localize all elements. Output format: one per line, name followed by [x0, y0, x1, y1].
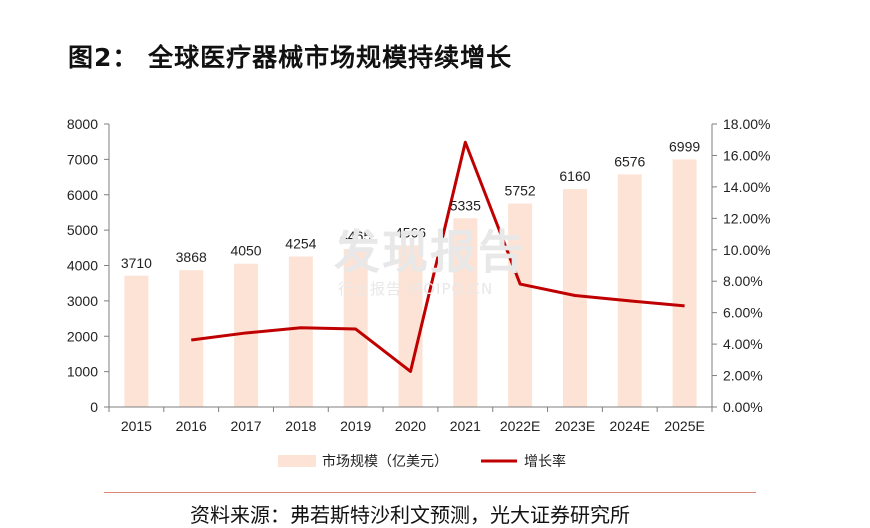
bar-value-label: 3868 [176, 249, 207, 265]
bar [453, 218, 478, 407]
x-tick-label: 2022E [500, 418, 540, 434]
page-title: 图2： 全球医疗器械市场规模持续增长 [68, 43, 513, 72]
source-note: 资料来源：弗若斯特沙利文预测，光大证券研究所 [190, 503, 630, 527]
bar-value-label: 4050 [230, 243, 261, 259]
x-tick-label: 2023E [555, 418, 595, 434]
bar [124, 275, 149, 407]
bar [288, 256, 313, 407]
y-left-tick-label: 5000 [67, 222, 98, 238]
legend-swatch-bar [278, 455, 316, 467]
y-right-tick-label: 12.00% [723, 210, 770, 226]
bar [672, 159, 697, 407]
bar-value-label: 4566 [395, 224, 426, 240]
x-tick-label: 2017 [230, 418, 261, 434]
y-right-tick-label: 18.00% [723, 116, 770, 132]
legend-label-bar: 市场规模（亿美元） [322, 453, 448, 469]
bar-value-label: 4465 [340, 228, 371, 244]
y-left-tick-label: 4000 [67, 258, 98, 274]
x-tick-label: 2025E [664, 418, 704, 434]
bar-value-label: 3710 [121, 255, 152, 271]
y-left-tick-label: 2000 [67, 328, 98, 344]
x-tick-label: 2021 [450, 418, 481, 434]
y-right-tick-label: 4.00% [723, 336, 763, 352]
x-tick-label: 2020 [395, 418, 426, 434]
source-divider [104, 492, 756, 493]
y-right-tick-label: 2.00% [723, 368, 763, 384]
x-tick-label: 2024E [610, 418, 650, 434]
y-left-tick-label: 1000 [67, 364, 98, 380]
x-tick-label: 2016 [176, 418, 207, 434]
x-tick-label: 2018 [285, 418, 316, 434]
y-left-tick-label: 8000 [67, 116, 98, 132]
bar-value-label: 6999 [669, 138, 700, 154]
legend-label-line: 增长率 [524, 453, 566, 469]
bar-value-label: 6160 [559, 168, 590, 184]
bar [508, 203, 533, 407]
y-left-tick-label: 0 [90, 399, 98, 415]
y-right-tick-label: 16.00% [723, 147, 770, 163]
bar-value-label: 5335 [450, 197, 481, 213]
bar [398, 245, 423, 407]
growth-rate-line [191, 140, 685, 373]
y-left-tick-label: 3000 [67, 293, 98, 309]
x-tick-label: 2015 [121, 418, 152, 434]
bar-value-label: 6576 [614, 153, 645, 169]
y-right-tick-label: 0.00% [723, 399, 763, 415]
y-right-tick-label: 14.00% [723, 179, 770, 195]
y-left-tick-label: 6000 [67, 187, 98, 203]
y-left-tick-label: 7000 [67, 151, 98, 167]
bar-value-label: 4254 [285, 236, 316, 252]
bar [617, 174, 642, 407]
y-right-tick-label: 8.00% [723, 273, 763, 289]
bar-value-label: 5752 [505, 183, 536, 199]
bar [562, 189, 587, 407]
y-right-tick-label: 10.00% [723, 242, 770, 258]
y-right-tick-label: 6.00% [723, 305, 763, 321]
x-tick-label: 2019 [340, 418, 371, 434]
